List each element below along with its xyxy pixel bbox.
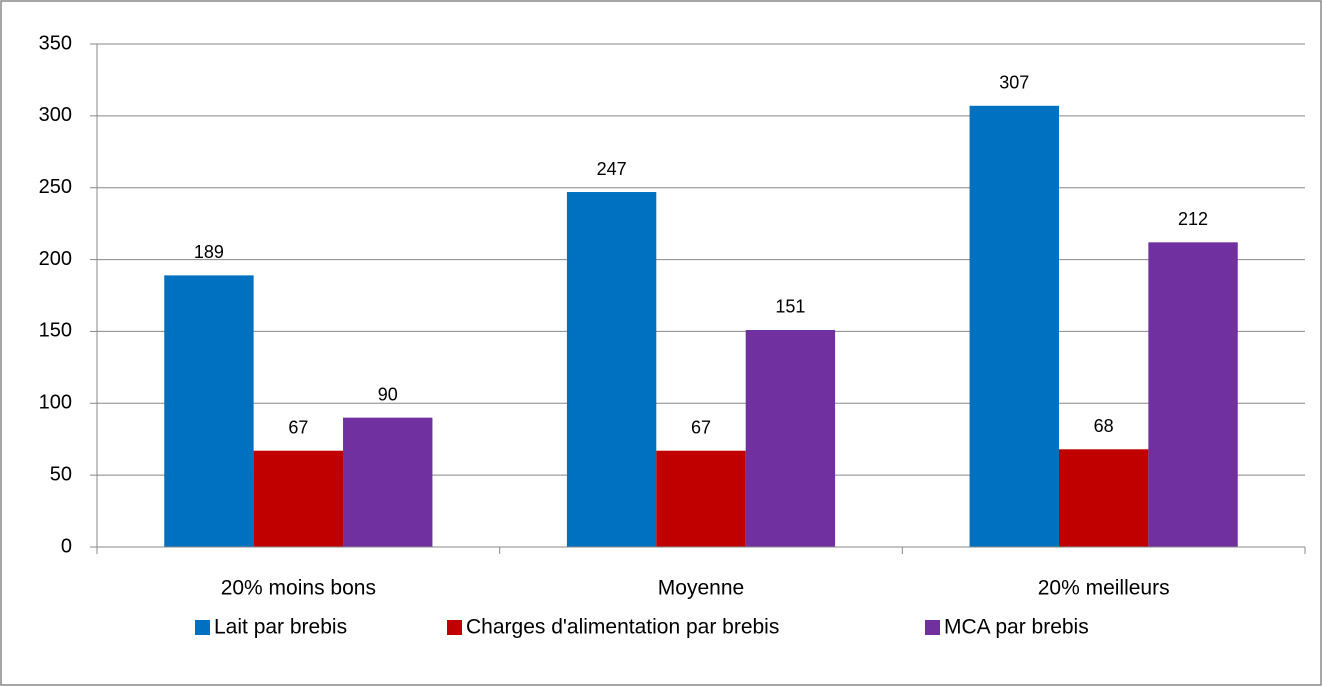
bar xyxy=(164,275,254,547)
legend-swatch xyxy=(195,620,210,635)
bar xyxy=(969,105,1059,547)
value-label: 189 xyxy=(194,242,224,262)
value-label: 307 xyxy=(999,73,1029,93)
bar xyxy=(1148,242,1238,547)
value-label: 67 xyxy=(691,417,711,437)
value-label: 247 xyxy=(597,159,627,179)
x-tick-label: 20% meilleurs xyxy=(1038,577,1170,600)
y-tick-label: 100 xyxy=(39,392,72,414)
legend-swatch xyxy=(447,620,462,635)
bar xyxy=(656,450,746,547)
y-tick-label: 0 xyxy=(61,535,72,557)
legend-label: MCA par brebis xyxy=(944,616,1089,639)
y-tick-label: 250 xyxy=(39,176,72,198)
bar xyxy=(1058,449,1149,547)
legend-swatch xyxy=(925,620,940,635)
value-label: 90 xyxy=(378,384,398,404)
bar xyxy=(343,417,433,547)
value-label: 67 xyxy=(288,417,308,437)
legend-label: Lait par brebis xyxy=(214,616,347,639)
value-label: 68 xyxy=(1094,416,1114,436)
bar xyxy=(253,450,344,547)
y-tick-label: 150 xyxy=(39,320,72,342)
x-tick-label: Moyenne xyxy=(658,577,744,600)
y-tick-label: 200 xyxy=(39,248,72,270)
bar xyxy=(745,329,836,547)
value-label: 212 xyxy=(1178,209,1208,229)
y-tick-label: 300 xyxy=(39,104,72,126)
legend-label: Charges d'alimentation par brebis xyxy=(466,616,779,639)
x-tick-label: 20% moins bons xyxy=(221,577,376,600)
bar xyxy=(566,192,657,548)
value-label: 151 xyxy=(775,297,805,317)
y-tick-label: 350 xyxy=(39,32,72,54)
y-tick-label: 50 xyxy=(50,463,72,485)
